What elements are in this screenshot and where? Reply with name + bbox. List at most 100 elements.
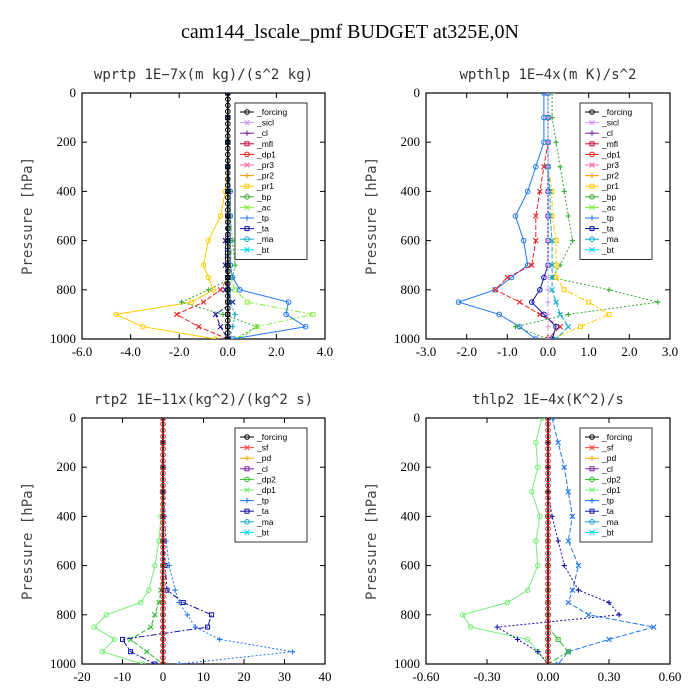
data-point [545,238,551,244]
data-point [160,636,166,643]
legend-marker [244,466,250,472]
data-point [545,599,551,606]
data-point [225,225,231,232]
x-tick-label: 0.30 [598,669,621,684]
series-line [129,418,164,664]
data-point [160,470,166,477]
data-point [553,336,559,339]
data-point [545,458,551,464]
data-point [160,519,166,526]
data-point [545,482,551,489]
series-line [461,418,549,664]
data-point [561,464,568,470]
y-tick-label: 800 [57,607,77,622]
data-point [537,311,543,318]
data-point [111,636,118,643]
data-point [545,648,551,655]
data-point [569,238,575,244]
chart-panel: thlp2 1E−4x(K^2)/s 0 200 400 600 800 1000-0.60… [364,392,681,684]
data-point [244,299,250,305]
data-point [113,311,119,318]
legend-label: _forcing [256,107,288,117]
data-point [160,532,166,538]
panel-title: rtp2 1E−11x(kg^2)/(kg^2 s) [94,392,313,408]
data-point [220,311,226,317]
data-point [225,268,231,275]
y-tick-label: 600 [401,558,421,573]
x-tick-label: 0.0 [540,344,556,359]
data-point [549,287,555,293]
data-point [217,636,223,642]
data-point [152,612,158,618]
data-point [173,311,180,318]
legend-label: _dp1 [256,149,276,159]
data-point [545,568,551,575]
data-point [225,151,231,158]
data-point [545,556,551,563]
data-point [459,612,466,618]
data-point [545,427,551,434]
legend-marker [589,455,595,461]
legend-label: _ma [256,517,274,527]
data-point [152,661,158,664]
data-point [160,655,166,661]
data-point [545,575,551,581]
data-point [533,336,539,339]
legend-label: _ma [601,234,619,244]
data-point [545,324,551,330]
data-point [160,433,166,440]
x-tick-label: 0 [160,669,167,684]
legend-label: _bt [256,245,269,255]
data-point [528,299,535,305]
data-point [200,262,207,269]
legend-marker [589,476,595,483]
data-point [160,661,166,664]
x-tick-label: -0.60 [412,669,439,684]
data-point [545,452,551,458]
y-tick-label: 200 [57,134,77,149]
legend-marker [244,236,250,242]
data-point [545,661,551,664]
data-point [549,237,555,244]
legend-label: _cl [601,128,613,138]
legend-label: _ac [601,202,616,212]
series-line [547,93,569,339]
data-point [160,581,166,587]
legend-marker [589,529,595,536]
data-point [160,482,166,489]
data-point [230,324,236,330]
y-tick-label: 0 [70,85,77,100]
legend-marker [244,529,250,536]
data-point [545,581,551,587]
legend-marker [589,173,595,179]
data-point [205,237,212,244]
data-point [565,538,572,544]
data-point [225,120,231,127]
data-point [180,600,186,605]
legend-marker [244,498,250,504]
data-point [549,274,555,281]
data-point [225,170,231,176]
data-point [152,562,158,569]
data-point [492,287,498,293]
data-point [555,538,561,544]
panels-group: wprtp 1E−7x(m kg)/(s^2 kg)02004006008001… [20,67,681,684]
data-point [232,311,238,317]
data-point [225,164,231,170]
legend-marker [244,151,250,158]
data-point [160,418,166,421]
y-tick-label: 0 [70,410,77,425]
legend-label: _cl [256,464,268,474]
data-point [232,287,238,293]
data-point [545,655,551,661]
x-tick-label: 0.00 [537,669,560,684]
data-point [575,587,582,593]
legend-label: _pr1 [601,181,619,191]
data-point [160,550,166,557]
data-point [655,299,661,305]
series-line [494,93,562,339]
y-axis-label: Pressure [hPa] [364,157,380,275]
data-point [565,213,571,219]
data-point [188,299,195,305]
data-point [225,293,231,299]
